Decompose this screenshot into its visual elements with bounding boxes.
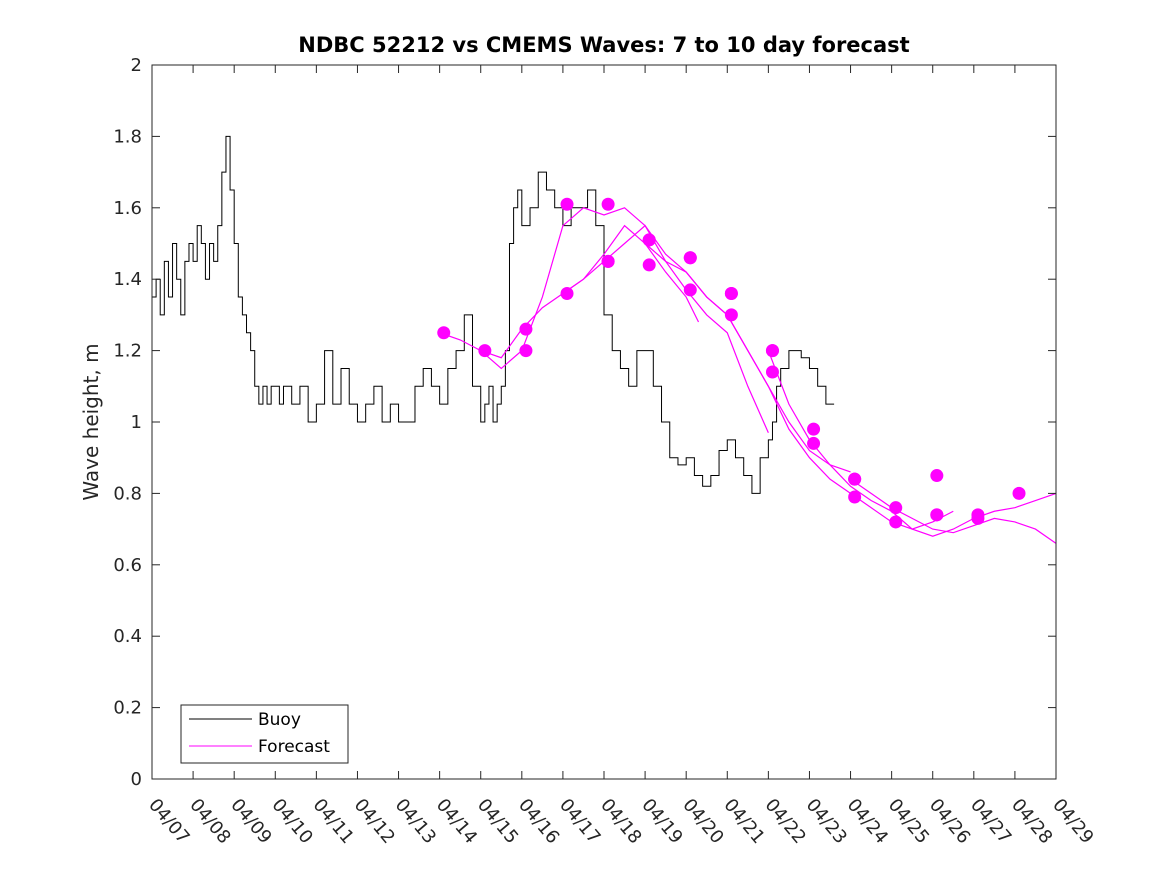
forecast-marker [519, 344, 533, 358]
forecast-marker [724, 308, 738, 322]
forecast-marker [848, 490, 862, 504]
y-tick-label: 2 [131, 55, 142, 76]
legend-buoy-label: Buoy [258, 710, 301, 730]
forecast-series [437, 197, 1057, 544]
forecast-marker [889, 515, 903, 529]
y-tick-label: 0.6 [113, 555, 142, 576]
forecast-marker [601, 254, 615, 268]
buoy-line [152, 135, 835, 494]
y-tick-label: 0 [131, 769, 142, 790]
forecast-marker [971, 511, 985, 525]
forecast-line-5 [767, 350, 1057, 537]
forecast-marker [642, 233, 656, 247]
y-tick-label: 1.2 [113, 341, 142, 362]
y-tick-label: 0.4 [113, 626, 142, 647]
y-tick-label: 1.8 [113, 126, 142, 147]
forecast-marker [724, 286, 738, 300]
y-axis: 0 0.2 0.4 0.6 0.8 1 1.2 1.4 1.6 1.8 2 [113, 55, 1056, 790]
legend-box [180, 704, 349, 764]
forecast-marker [807, 422, 821, 436]
forecast-marker [683, 283, 697, 297]
y-axis-label: Wave height, m [79, 343, 103, 500]
forecast-marker [930, 508, 944, 522]
y-tick-label: 1.4 [113, 269, 142, 290]
y-tick-label: 1 [131, 412, 142, 433]
forecast-marker [642, 258, 656, 272]
plot-area [152, 65, 1056, 779]
forecast-marker [478, 344, 492, 358]
legend-forecast-label: Forecast [258, 737, 330, 757]
forecast-line-2 [480, 207, 769, 433]
forecast-marker [437, 326, 451, 340]
chart-title: NDBC 52212 vs CMEMS Waves: 7 to 10 day f… [298, 33, 909, 57]
legend: Buoy Forecast [180, 704, 349, 764]
forecast-marker [560, 197, 574, 211]
forecast-marker [560, 286, 574, 300]
forecast-line-4 [644, 243, 954, 530]
y-tick-label: 0.8 [113, 483, 142, 504]
y-tick-label: 0.2 [113, 698, 142, 719]
forecast-marker [848, 472, 862, 486]
forecast-marker [930, 469, 944, 483]
forecast-marker [683, 251, 697, 265]
buoy-series [152, 135, 835, 494]
forecast-line-6 [850, 478, 1057, 544]
y-tick-label: 1.6 [113, 198, 142, 219]
forecast-marker [765, 344, 779, 358]
forecast-marker [1012, 486, 1026, 500]
forecast-marker [601, 197, 615, 211]
